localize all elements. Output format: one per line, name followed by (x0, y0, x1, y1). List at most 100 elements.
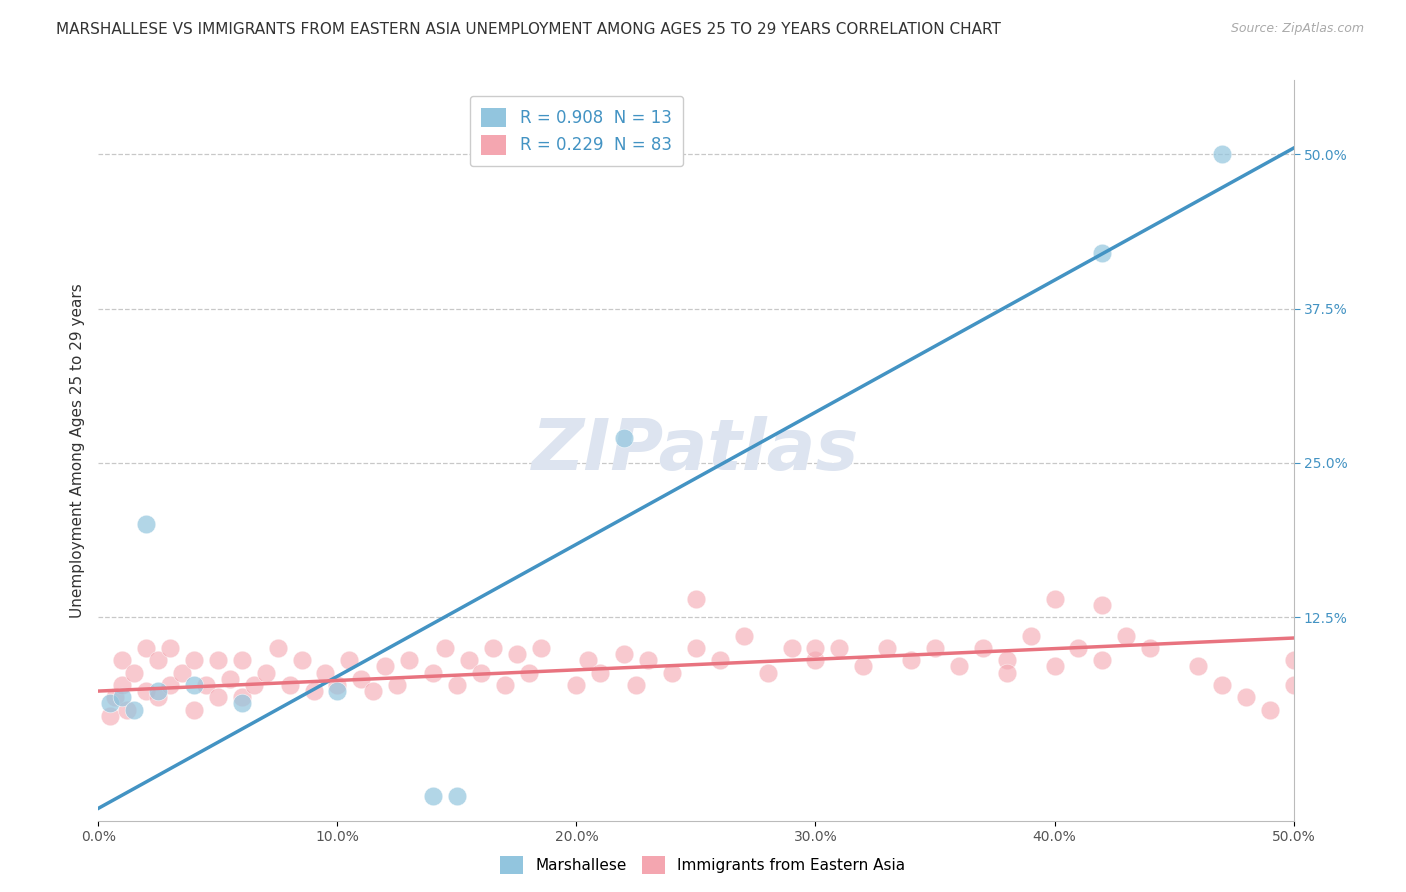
Point (924, 640, 946, 655)
Point (148, 684, 170, 698)
Point (243, 678, 266, 692)
Point (207, 653, 229, 667)
Point (1234, 690, 1257, 705)
Point (159, 678, 181, 692)
Point (111, 653, 134, 667)
Point (398, 653, 420, 667)
Point (458, 653, 481, 667)
Point (111, 678, 134, 692)
Point (1258, 703, 1281, 717)
Point (876, 640, 898, 655)
Point (422, 665, 444, 680)
Point (302, 684, 325, 698)
Point (135, 640, 157, 655)
Point (148, 653, 170, 667)
Point (995, 665, 1018, 680)
Point (326, 684, 349, 698)
Point (780, 640, 803, 655)
Point (446, 678, 468, 692)
Point (254, 665, 277, 680)
Point (852, 659, 875, 673)
Point (98, 697, 122, 711)
Point (613, 431, 636, 445)
Point (626, 678, 648, 692)
Legend: R = 0.908  N = 13, R = 0.229  N = 83: R = 0.908 N = 13, R = 0.229 N = 83 (470, 96, 683, 166)
Point (115, 703, 138, 717)
Point (124, 665, 146, 680)
Y-axis label: Unemployment Among Ages 25 to 29 years: Unemployment Among Ages 25 to 29 years (69, 283, 84, 618)
Point (291, 653, 314, 667)
Point (1282, 678, 1305, 692)
Point (685, 591, 707, 606)
Point (1043, 591, 1066, 606)
Point (98, 708, 122, 723)
Point (709, 653, 731, 667)
Point (804, 640, 827, 655)
Point (148, 690, 170, 705)
Point (613, 647, 636, 661)
Point (972, 640, 994, 655)
Point (1091, 246, 1114, 260)
Point (278, 678, 301, 692)
Point (135, 517, 157, 532)
Point (565, 678, 588, 692)
Point (326, 678, 349, 692)
Point (267, 640, 290, 655)
Point (733, 629, 755, 643)
Point (350, 672, 373, 686)
Point (374, 659, 396, 673)
Point (363, 684, 385, 698)
Point (1019, 629, 1042, 643)
Point (804, 653, 827, 667)
Point (900, 653, 922, 667)
Point (385, 678, 409, 692)
Point (195, 678, 218, 692)
Point (231, 653, 253, 667)
Point (183, 703, 205, 717)
Text: Source: ZipAtlas.com: Source: ZipAtlas.com (1230, 22, 1364, 36)
Point (828, 640, 851, 655)
Point (578, 653, 600, 667)
Point (135, 684, 157, 698)
Point (1187, 659, 1209, 673)
Point (1091, 598, 1114, 612)
Point (219, 672, 242, 686)
Point (470, 665, 492, 680)
Point (685, 640, 707, 655)
Point (1211, 678, 1233, 692)
Point (995, 653, 1018, 667)
Point (446, 789, 468, 803)
Point (948, 659, 970, 673)
Point (1067, 640, 1090, 655)
Point (1043, 659, 1066, 673)
Point (111, 690, 134, 705)
Point (506, 647, 529, 661)
Point (1282, 653, 1305, 667)
Point (104, 690, 127, 705)
Point (1091, 653, 1114, 667)
Text: ZIPatlas: ZIPatlas (533, 416, 859, 485)
Point (231, 697, 253, 711)
Point (207, 690, 229, 705)
Point (183, 653, 205, 667)
Point (183, 678, 205, 692)
Point (124, 703, 146, 717)
Text: MARSHALLESE VS IMMIGRANTS FROM EASTERN ASIA UNEMPLOYMENT AMONG AGES 25 TO 29 YEA: MARSHALLESE VS IMMIGRANTS FROM EASTERN A… (56, 22, 1001, 37)
Point (756, 665, 779, 680)
Legend: Marshallese, Immigrants from Eastern Asia: Marshallese, Immigrants from Eastern Asi… (495, 850, 911, 880)
Point (637, 653, 659, 667)
Point (1115, 629, 1137, 643)
Point (434, 640, 457, 655)
Point (1211, 147, 1233, 161)
Point (422, 789, 444, 803)
Point (661, 665, 683, 680)
Point (1139, 640, 1161, 655)
Point (530, 640, 553, 655)
Point (172, 665, 194, 680)
Point (315, 665, 337, 680)
Point (231, 690, 253, 705)
Point (481, 640, 505, 655)
Point (494, 678, 516, 692)
Point (159, 640, 181, 655)
Point (517, 665, 540, 680)
